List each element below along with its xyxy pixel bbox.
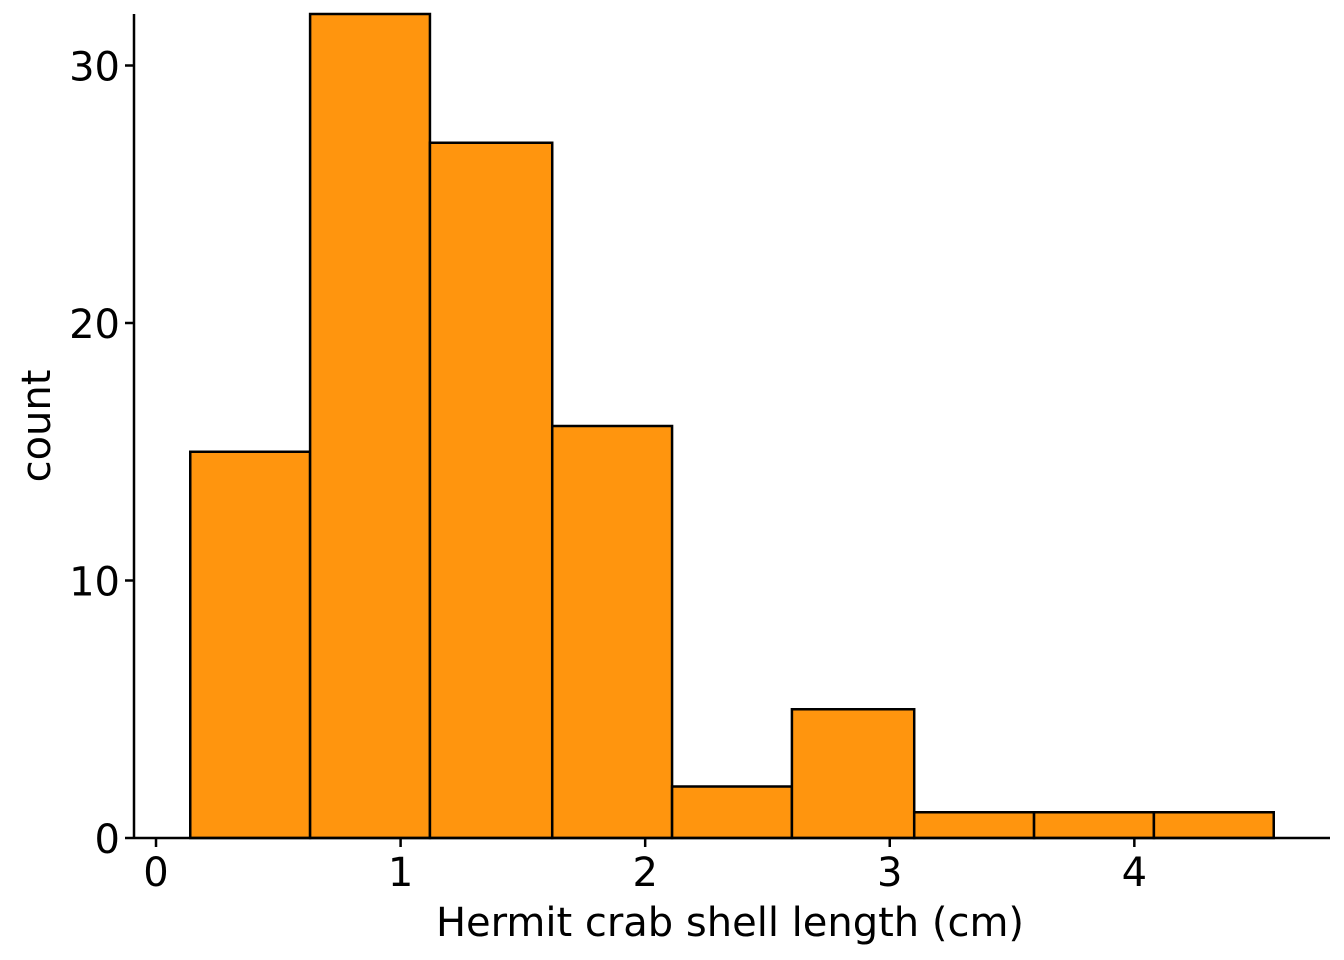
x-tick-label: 3 — [877, 850, 902, 896]
x-axis-title: Hermit crab shell length (cm) — [436, 900, 1024, 946]
histogram-bar-7 — [912, 811, 1036, 840]
x-axis: 0 1 2 3 4 — [134, 836, 1330, 896]
x-tick-label: 1 — [388, 850, 413, 896]
histogram-bar-2 — [308, 12, 432, 840]
histogram-bar-5 — [670, 785, 794, 840]
y-axis-title: count — [14, 370, 60, 483]
x-tick-label: 0 — [143, 850, 168, 896]
x-tick-label: 4 — [1122, 850, 1147, 896]
x-tick-label: 2 — [632, 850, 657, 896]
y-tick-label: 20 — [69, 302, 120, 348]
histogram-bar-1 — [189, 450, 312, 840]
histogram-bars — [189, 12, 1275, 840]
histogram-bar-8 — [1032, 811, 1156, 840]
histogram-bar-4 — [550, 424, 674, 840]
histogram-bar-3 — [428, 141, 554, 840]
histogram-bar-6 — [790, 708, 916, 840]
y-tick-label: 10 — [69, 560, 120, 606]
y-axis: 0 10 20 30 — [69, 14, 136, 863]
y-tick-label: 0 — [95, 817, 120, 863]
y-tick-label: 30 — [69, 45, 120, 91]
histogram-bar-9 — [1152, 811, 1275, 840]
